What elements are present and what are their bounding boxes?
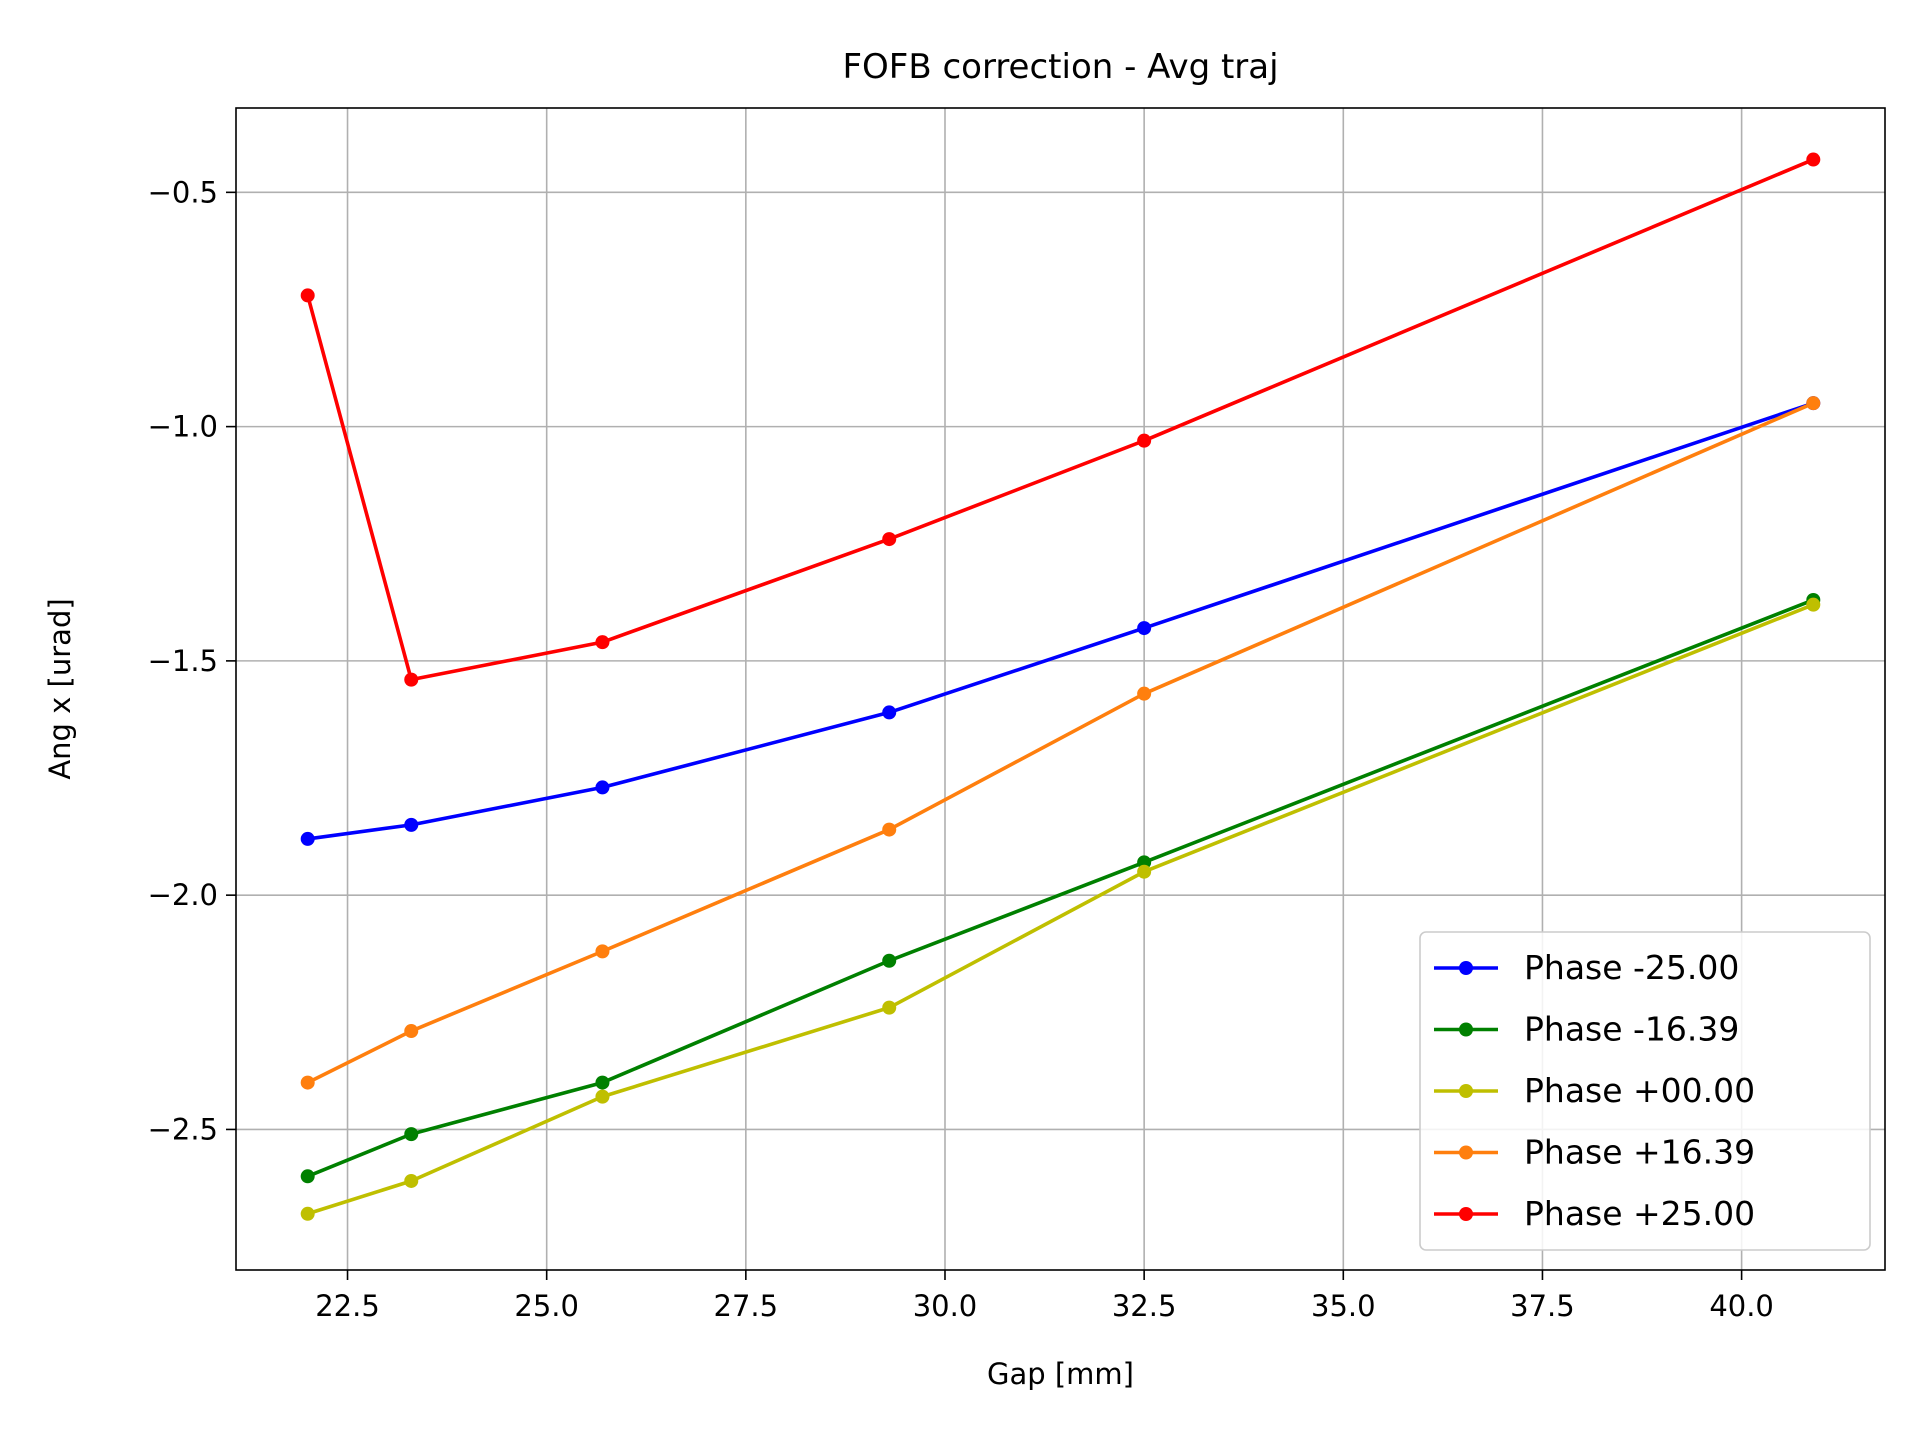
x-tick-label: 32.5 [1112, 1289, 1177, 1323]
data-point [404, 818, 418, 832]
data-point [1806, 396, 1820, 410]
data-point [1137, 687, 1151, 701]
x-tick-label: 37.5 [1510, 1289, 1575, 1323]
data-point [404, 673, 418, 687]
y-tick-label: −2.0 [148, 878, 218, 912]
y-tick-label: −0.5 [148, 175, 218, 209]
y-tick-label: −1.0 [148, 410, 218, 444]
data-point [882, 705, 896, 719]
data-point [595, 944, 609, 958]
legend: Phase -25.00 Phase -16.39 Phase +00.00 Phas… [1420, 932, 1870, 1250]
legend-swatch-marker [1459, 1146, 1473, 1160]
data-point [301, 1169, 315, 1183]
x-tick-label: 30.0 [913, 1289, 978, 1323]
data-point [595, 1090, 609, 1104]
data-point [1137, 434, 1151, 448]
data-point [301, 288, 315, 302]
data-point [1806, 598, 1820, 612]
data-point [301, 1076, 315, 1090]
data-point [882, 954, 896, 968]
legend-label: Phase +00.00 [1524, 1071, 1755, 1110]
data-point [404, 1174, 418, 1188]
data-point [882, 823, 896, 837]
x-tick-label: 40.0 [1709, 1289, 1774, 1323]
data-point [595, 780, 609, 794]
data-point [595, 635, 609, 649]
data-point [301, 1207, 315, 1221]
data-point [1137, 865, 1151, 879]
legend-label: Phase +25.00 [1524, 1194, 1755, 1233]
data-point [404, 1024, 418, 1038]
data-point [882, 532, 896, 546]
y-tick-label: −2.5 [148, 1112, 218, 1146]
data-point [882, 1001, 896, 1015]
data-point [1806, 153, 1820, 167]
legend-swatch-marker [1459, 1023, 1473, 1037]
x-axis-label: Gap [mm] [987, 1357, 1134, 1391]
data-point [595, 1076, 609, 1090]
x-tick-label: 35.0 [1311, 1289, 1376, 1323]
data-point [404, 1127, 418, 1141]
x-tick-label: 22.5 [315, 1289, 380, 1323]
y-tick-label: −1.5 [148, 644, 218, 678]
x-tick-label: 25.0 [514, 1289, 579, 1323]
legend-label: Phase +16.39 [1524, 1133, 1755, 1172]
x-tick-label: 27.5 [714, 1289, 779, 1323]
legend-label: Phase -16.39 [1524, 1010, 1739, 1049]
y-axis-label: Ang x [urad] [43, 598, 77, 779]
legend-label: Phase -25.00 [1524, 948, 1739, 987]
chart-title: FOFB correction - Avg traj [842, 47, 1278, 87]
legend-swatch-marker [1459, 1207, 1473, 1221]
data-point [1137, 621, 1151, 635]
data-point [301, 832, 315, 846]
legend-swatch-marker [1459, 961, 1473, 975]
legend-swatch-marker [1459, 1084, 1473, 1098]
